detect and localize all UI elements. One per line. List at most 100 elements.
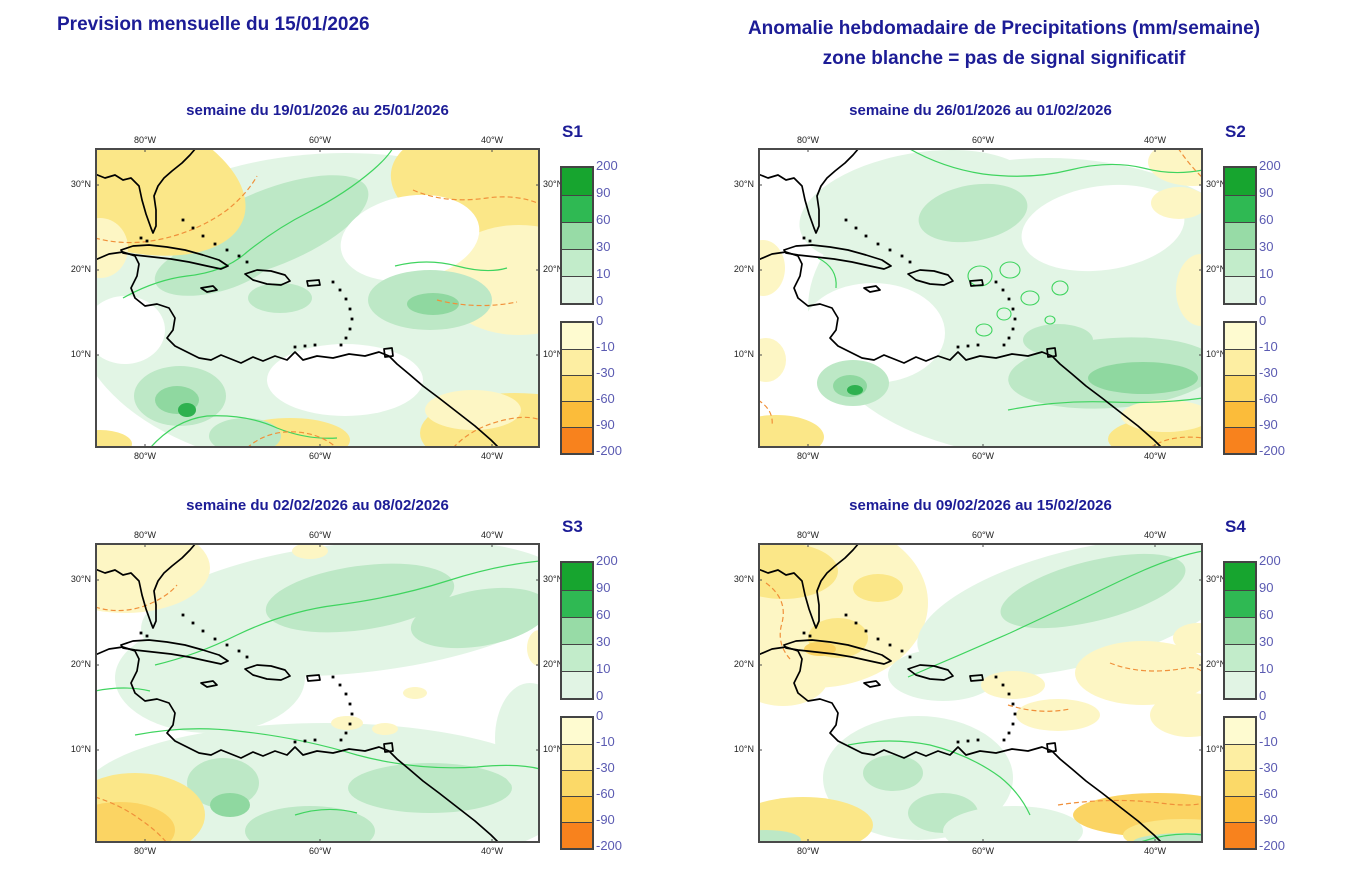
colorbar xyxy=(1223,561,1257,700)
lon-label-top: 60°W xyxy=(308,135,332,145)
lon-label-top: 60°W xyxy=(971,530,995,540)
lon-label-top: 40°W xyxy=(480,135,504,145)
colorbar-cell xyxy=(1225,563,1255,590)
colorbar-cell xyxy=(1225,822,1255,848)
colorbar-cell xyxy=(562,249,592,276)
colorbar-cell xyxy=(1225,796,1255,822)
lon-label-bottom: 80°W xyxy=(133,451,157,461)
colorbar-cell xyxy=(562,770,592,796)
map-frame: 80°W 80°W 60°W 60°W 40°W 40°W 30°N 30°N 20°N 20°N… xyxy=(71,135,563,461)
colorbar-cell xyxy=(1225,375,1255,401)
colorbar-value: -60 xyxy=(596,786,615,801)
lon-label-bottom: 60°W xyxy=(308,451,332,461)
colorbar xyxy=(560,716,594,850)
colorbar-cell xyxy=(562,563,592,590)
colorbar-cell xyxy=(1225,249,1255,276)
color-scale: S4 200 90 60 30 10 0 0 -10 -30 -60 -90 -200 xyxy=(1223,517,1323,863)
colorbar xyxy=(1223,321,1257,455)
lat-label-left: 10°N xyxy=(70,349,91,359)
colorbar-value: 60 xyxy=(1259,607,1274,622)
scenario-label: S2 xyxy=(1225,122,1246,141)
colorbar xyxy=(560,166,594,305)
colorbar-value: 0 xyxy=(596,293,604,308)
colorbar-value: -90 xyxy=(596,812,615,827)
colorbar-value: -200 xyxy=(596,443,623,458)
colorbar-value: 0 xyxy=(1259,708,1267,723)
colorbar-value: 10 xyxy=(596,661,611,676)
colorbar-cell xyxy=(562,276,592,303)
lat-label-left: 20°N xyxy=(70,659,91,669)
colorbar-cell xyxy=(562,401,592,427)
panel-title: semaine du 02/02/2026 au 08/02/2026 xyxy=(186,497,449,514)
colorbar-cell xyxy=(1225,195,1255,222)
lon-label-top: 80°W xyxy=(796,530,820,540)
colorbar-cell xyxy=(562,349,592,375)
map-frame: 80°W 80°W 60°W 60°W 40°W 40°W 30°N 30°N 20°N 20°N… xyxy=(71,530,563,856)
lon-label-bottom: 60°W xyxy=(971,846,995,856)
lat-label-left: 10°N xyxy=(70,744,91,754)
colorbar-value: 90 xyxy=(1259,185,1274,200)
colorbar-value: 200 xyxy=(596,553,618,568)
lat-label-left: 20°N xyxy=(70,264,91,274)
anomaly-map xyxy=(95,543,540,843)
panel-s1: semaine du 19/01/2026 au 25/01/2026 80°W… xyxy=(30,100,670,490)
lon-label-bottom: 80°W xyxy=(796,451,820,461)
lat-label-left: 20°N xyxy=(733,264,754,274)
colorbar-cell xyxy=(562,427,592,453)
scenario-label: S1 xyxy=(562,122,583,141)
colorbar-cell xyxy=(562,195,592,222)
colorbar-value: -90 xyxy=(1259,417,1278,432)
lat-label-left: 20°N xyxy=(733,659,754,669)
lon-label-top: 80°W xyxy=(133,530,157,540)
colorbar-value: -30 xyxy=(596,365,615,380)
lon-label-top: 40°W xyxy=(480,530,504,540)
colorbar-value: -90 xyxy=(1259,812,1278,827)
colorbar-cell xyxy=(1225,401,1255,427)
figure-title: Anomalie hebdomadaire de Precipitations … xyxy=(660,14,1348,74)
colorbar-value: 10 xyxy=(1259,661,1274,676)
colorbar-value: 30 xyxy=(596,239,611,254)
color-scale: S1 200 90 60 30 10 0 0 -10 -30 -60 -90 -200 xyxy=(560,122,660,468)
colorbar-cell xyxy=(562,168,592,195)
colorbar-cell xyxy=(1225,718,1255,744)
colorbar-value: -10 xyxy=(596,734,615,749)
panel-s2: semaine du 26/01/2026 au 01/02/2026 80°W… xyxy=(693,100,1333,490)
colorbar-value: -30 xyxy=(1259,365,1278,380)
colorbar-cell xyxy=(562,644,592,671)
colorbar-value: 30 xyxy=(1259,634,1274,649)
colorbar-cell xyxy=(1225,744,1255,770)
lon-label-top: 40°W xyxy=(1143,135,1167,145)
lon-label-top: 60°W xyxy=(308,530,332,540)
colorbar-cell xyxy=(1225,427,1255,453)
colorbar-cell xyxy=(1225,276,1255,303)
colorbar-value: 10 xyxy=(596,266,611,281)
colorbar-cell xyxy=(562,822,592,848)
colorbar-cell xyxy=(1225,168,1255,195)
colorbar-value: -30 xyxy=(596,760,615,775)
colorbar-value: 60 xyxy=(596,212,611,227)
colorbar-cell xyxy=(1225,671,1255,698)
lat-label-left: 10°N xyxy=(733,349,754,359)
colorbar-value: -60 xyxy=(1259,391,1278,406)
colorbar xyxy=(560,561,594,700)
color-scale: S3 200 90 60 30 10 0 0 -10 -30 -60 -90 -200 xyxy=(560,517,660,863)
colorbar-cell xyxy=(1225,617,1255,644)
colorbar-value: 30 xyxy=(1259,239,1274,254)
colorbar-cell xyxy=(562,323,592,349)
colorbar-cell xyxy=(1225,222,1255,249)
figure-title-line1: Anomalie hebdomadaire de Precipitations … xyxy=(747,18,1261,39)
colorbar-value: 200 xyxy=(1259,553,1281,568)
colorbar-value: -10 xyxy=(1259,339,1278,354)
lon-label-top: 80°W xyxy=(133,135,157,145)
colorbar-cell xyxy=(1225,323,1255,349)
colorbar-value: 90 xyxy=(1259,580,1274,595)
colorbar-value: 200 xyxy=(1259,158,1281,173)
lon-label-bottom: 40°W xyxy=(1143,451,1167,461)
lon-label-bottom: 40°W xyxy=(480,846,504,856)
scenario-label: S4 xyxy=(1225,517,1246,536)
color-scale: S2 200 90 60 30 10 0 0 -10 -30 -60 -90 -200 xyxy=(1223,122,1323,468)
lon-label-bottom: 80°W xyxy=(796,846,820,856)
anomaly-map xyxy=(95,148,540,448)
figure-title-line2: zone blanche = pas de signal significati… xyxy=(822,48,1186,69)
lat-label-left: 30°N xyxy=(70,179,91,189)
